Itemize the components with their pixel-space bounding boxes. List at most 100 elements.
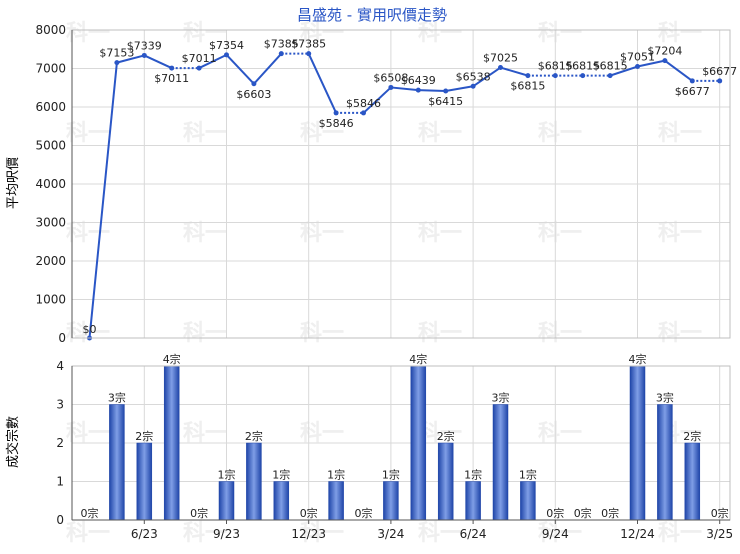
volume-value-label: 3宗: [108, 391, 126, 405]
watermark-text: 科一: [183, 321, 227, 346]
price-line-segment: [198, 53, 227, 69]
x-tick-label: 9/24: [542, 527, 569, 541]
volume-bar: [383, 481, 399, 521]
watermark-text: 科一: [300, 221, 344, 246]
price-value-label: $6815: [538, 60, 573, 73]
price-tick-label: 5000: [35, 139, 66, 153]
price-point: [306, 51, 312, 57]
price-point: [470, 83, 476, 89]
watermark-text: 科一: [66, 421, 110, 446]
price-value-label: $6439: [401, 74, 436, 87]
price-value-label: $6415: [428, 95, 463, 108]
watermark-text: 科一: [66, 321, 110, 346]
volume-tick-label: 3: [56, 398, 64, 412]
volume-bar: [136, 442, 153, 521]
volume-value-label: 0宗: [574, 506, 592, 520]
volume-value-label: 1宗: [327, 468, 345, 482]
volume-value-label: 1宗: [519, 468, 537, 482]
price-tick-label: 1000: [35, 293, 66, 307]
volume-axis-label: 成交宗數: [5, 416, 21, 468]
watermark-text: 科一: [418, 521, 462, 546]
price-point: [635, 64, 640, 70]
volume-bar: [657, 404, 673, 521]
watermark-text: 科一: [300, 121, 344, 146]
watermark-text: 科一: [300, 421, 344, 446]
price-point: [580, 73, 586, 79]
volume-value-label: 2宗: [437, 429, 455, 443]
volume-tick-label: 0: [56, 513, 64, 527]
price-point: [443, 88, 449, 94]
volume-tick-label: 4: [56, 359, 64, 373]
price-tick-label: 8000: [35, 23, 66, 37]
price-value-label: $6603: [236, 88, 271, 101]
price-value-label: $7354: [209, 39, 244, 52]
volume-value-label: 4宗: [629, 352, 647, 366]
watermark-text: 科一: [183, 421, 227, 446]
watermark-text: 科一: [418, 321, 462, 346]
price-value-label: $7153: [99, 47, 134, 60]
volume-bar: [163, 365, 180, 521]
price-value-label: $6508: [373, 71, 408, 84]
volume-bar: [410, 365, 427, 521]
volume-value-label: 4宗: [409, 352, 427, 366]
x-tick-label: 6/24: [460, 527, 487, 541]
watermark-text: 科一: [658, 121, 702, 146]
x-tick-label: 3/25: [706, 527, 733, 541]
price-value-label: $7385: [291, 38, 326, 51]
volume-value-label: 3宗: [492, 391, 510, 405]
volume-bar: [492, 404, 509, 521]
price-point: [141, 52, 147, 58]
volume-bar: [109, 404, 125, 521]
volume-value-label: 0宗: [546, 506, 564, 520]
watermark-text: 科一: [658, 521, 702, 546]
volume-value-label: 4宗: [163, 352, 181, 366]
price-line-segment: [225, 54, 255, 85]
price-point: [196, 65, 202, 71]
watermark-text: 科一: [538, 221, 582, 246]
price-value-label: $6815: [510, 80, 545, 93]
watermark-text: 科一: [658, 21, 702, 46]
axes: 0 1000 2000 3000 4000 5000 6000 7000 8000 0 1 2 3 4 6/…: [35, 23, 733, 541]
volume-value-label: 0宗: [81, 506, 99, 520]
price-value-label: $5846: [319, 117, 354, 130]
price-point: [498, 65, 503, 71]
price-line-segment: [143, 54, 173, 69]
price-point: [169, 65, 175, 71]
watermark-text: 科一: [66, 221, 110, 246]
watermark-text: 科一: [538, 521, 582, 546]
price-gridlines: [72, 29, 730, 339]
price-line-segment: [362, 86, 392, 114]
price-line-segment: [472, 66, 502, 88]
price-line-segment: [445, 85, 474, 93]
price-line-segment: [88, 62, 118, 339]
data-labels: 0宗 3宗 2宗 4宗 0宗 1宗 2宗 1宗 0宗 1宗 0宗 1宗 4宗 2宗 1宗 3宗 1宗 0宗 0宗 0宗…: [81, 38, 738, 520]
volume-bar: [273, 481, 290, 521]
price-tick-label: 0: [58, 331, 66, 345]
volume-tick-label: 2: [56, 436, 64, 450]
price-point: [415, 87, 421, 93]
volume-value-label: 1宗: [464, 468, 482, 482]
price-value-label: $6538: [456, 70, 491, 83]
x-tick-label: 9/23: [213, 527, 240, 541]
price-tick-label: 6000: [35, 100, 66, 114]
watermark-text: 科一: [538, 321, 582, 346]
price-point: [333, 110, 339, 116]
x-tick-label: 3/24: [377, 527, 404, 541]
price-line-segment: [664, 59, 693, 82]
price-value-label: $7051: [620, 51, 655, 64]
watermark-text: 科一: [66, 21, 110, 46]
volume-bar: [328, 481, 344, 521]
watermark-text: 科一: [66, 121, 110, 146]
volume-bar: [465, 481, 481, 521]
price-point: [689, 78, 695, 84]
price-value-label: $7011: [182, 52, 217, 65]
volume-value-label: 1宗: [382, 468, 400, 482]
x-tick-label: 12/24: [620, 527, 655, 541]
x-tick-label: 6/23: [131, 527, 158, 541]
x-tick-label: 12/23: [291, 527, 326, 541]
volume-value-label: 1宗: [272, 468, 290, 482]
chart-title: 昌盛苑 - 實用呎價走勢: [297, 6, 447, 24]
